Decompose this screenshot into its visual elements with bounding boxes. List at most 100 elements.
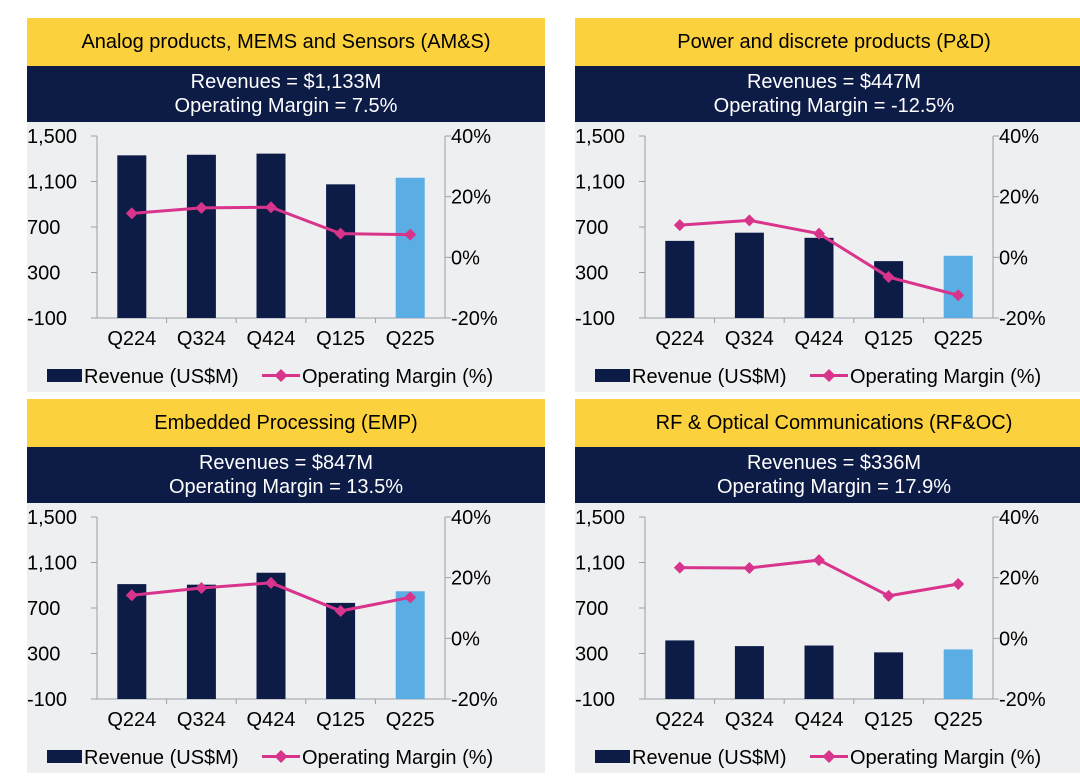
panel-title: Analog products, MEMS and Sensors (AM&S): [27, 18, 545, 66]
legend-margin-marker: [274, 369, 288, 382]
legend-margin-marker: [274, 750, 288, 763]
right-tick-label: -20%: [999, 689, 1046, 711]
legend-revenue-swatch: [47, 369, 82, 382]
operating-margin-point: [673, 219, 686, 232]
chart-area: 1,500 1,100 700 300 -100 40% 20% 0% -20% Q224 Q324…: [27, 503, 545, 773]
x-tick-label: Q324: [177, 328, 226, 350]
x-tick-label: Q224: [655, 709, 704, 731]
left-tick-label: 700: [27, 217, 60, 239]
x-tick-label: Q424: [795, 328, 844, 350]
right-tick-label: 40%: [999, 126, 1039, 148]
x-tick-label: Q324: [725, 709, 774, 731]
operating-margin-point: [813, 227, 825, 240]
left-tick-label: 300: [27, 263, 60, 285]
right-tick-label: 0%: [451, 628, 480, 650]
operating-margin-point: [404, 591, 417, 604]
left-tick-label: -100: [575, 308, 615, 330]
left-tick-label: 1,500: [575, 507, 625, 529]
left-tick-label: 1,500: [27, 507, 77, 529]
chart-svg: 1,500 1,100 700 300 -100 40% 20% 0% -20% Q224 Q324…: [575, 507, 1046, 769]
left-tick-label: -100: [27, 308, 67, 330]
legend-margin-label: Operating Margin (%): [302, 366, 493, 388]
right-tick-label: 0%: [999, 628, 1028, 650]
legend-revenue-label: Revenue (US$M): [632, 747, 787, 769]
operating-margin-point: [195, 201, 208, 214]
left-tick-label: 700: [575, 217, 608, 239]
x-tick-label: Q125: [316, 328, 365, 350]
left-tick-label: 1,500: [575, 126, 625, 148]
segment-panel-rfoc: RF & Optical Communications (RF&OC) Reve…: [575, 399, 1080, 773]
operating-margin-point: [265, 576, 277, 589]
left-tick-label: 1,100: [27, 172, 77, 194]
revenue-bar: [804, 237, 834, 318]
right-tick-label: 40%: [451, 507, 491, 529]
legend-revenue-swatch: [595, 369, 630, 382]
operating-margin-point: [743, 214, 756, 227]
chart-svg: 1,500 1,100 700 300 -100 40% 20% 0% -20% Q224 Q324…: [27, 126, 498, 388]
chart-area: 1,500 1,100 700 300 -100 40% 20% 0% -20% Q224 Q324…: [575, 503, 1080, 773]
panel-title: Power and discrete products (P&D): [575, 18, 1080, 66]
panel-summary: Revenues = $847M Operating Margin = 13.5…: [27, 447, 545, 503]
left-tick-label: -100: [575, 689, 615, 711]
left-tick-label: 300: [575, 263, 608, 285]
panel-summary: Revenues = $336M Operating Margin = 17.9…: [575, 447, 1080, 503]
operating-margin-point: [125, 589, 138, 602]
revenue-bar: [665, 240, 695, 318]
operating-margin-point: [952, 578, 965, 591]
panel-title: RF & Optical Communications (RF&OC): [575, 399, 1080, 447]
revenue-bar: [117, 155, 147, 318]
x-tick-label: Q324: [177, 709, 226, 731]
right-tick-label: 40%: [451, 126, 491, 148]
legend-revenue-label: Revenue (US$M): [84, 366, 239, 388]
right-tick-label: 20%: [451, 568, 491, 590]
revenue-bar-current: [395, 591, 425, 699]
revenue-bar: [665, 640, 695, 699]
revenue-summary: Revenues = $336M: [746, 452, 921, 474]
legend-margin-label: Operating Margin (%): [850, 366, 1041, 388]
revenue-bar: [186, 154, 216, 318]
revenue-bar: [117, 584, 147, 699]
right-tick-label: 20%: [451, 187, 491, 209]
margin-summary: Operating Margin = 17.9%: [716, 476, 952, 498]
operating-margin-point: [334, 605, 347, 618]
legend-revenue-swatch: [595, 750, 630, 763]
right-tick-label: 0%: [451, 247, 480, 269]
revenue-bar: [734, 646, 764, 699]
right-tick-label: 20%: [999, 187, 1039, 209]
revenue-bar-current: [395, 177, 425, 318]
x-tick-label: Q424: [247, 328, 296, 350]
legend-margin-marker: [822, 369, 836, 382]
operating-margin-point: [882, 589, 895, 602]
x-tick-label: Q224: [107, 328, 156, 350]
legend-revenue-swatch: [47, 750, 82, 763]
segment-panel-emp: Embedded Processing (EMP) Revenues = $84…: [27, 399, 545, 773]
right-tick-label: -20%: [451, 689, 498, 711]
operating-margin-point: [743, 561, 756, 574]
operating-margin-point: [334, 227, 347, 240]
revenue-summary: Revenues = $447M: [746, 71, 921, 93]
x-tick-label: Q125: [316, 709, 365, 731]
revenue-bar: [256, 153, 286, 318]
left-tick-label: 1,100: [27, 553, 77, 575]
chart-svg: 1,500 1,100 700 300 -100 40% 20% 0% -20% Q224 Q324…: [27, 507, 498, 769]
right-tick-label: 0%: [999, 247, 1028, 269]
revenue-bar: [326, 602, 356, 699]
left-tick-label: 300: [575, 644, 608, 666]
right-tick-label: -20%: [451, 308, 498, 330]
operating-margin-point: [813, 554, 825, 567]
left-tick-label: 1,100: [575, 172, 625, 194]
x-tick-label: Q224: [107, 709, 156, 731]
x-tick-label: Q225: [386, 328, 435, 350]
x-tick-label: Q424: [247, 709, 296, 731]
revenue-bar: [326, 184, 356, 318]
panel-summary: Revenues = $1,133M Operating Margin = 7.…: [27, 66, 545, 122]
x-tick-label: Q125: [864, 328, 913, 350]
revenue-bar: [804, 645, 834, 699]
chart-area: 1,500 1,100 700 300 -100 40% 20% 0% -20% Q224 Q324…: [575, 122, 1080, 392]
legend-revenue-label: Revenue (US$M): [84, 747, 239, 769]
left-tick-label: 700: [27, 598, 60, 620]
margin-summary: Operating Margin = -12.5%: [713, 95, 955, 117]
panel-summary: Revenues = $447M Operating Margin = -12.…: [575, 66, 1080, 122]
left-tick-label: 300: [27, 644, 60, 666]
legend-margin-label: Operating Margin (%): [850, 747, 1041, 769]
